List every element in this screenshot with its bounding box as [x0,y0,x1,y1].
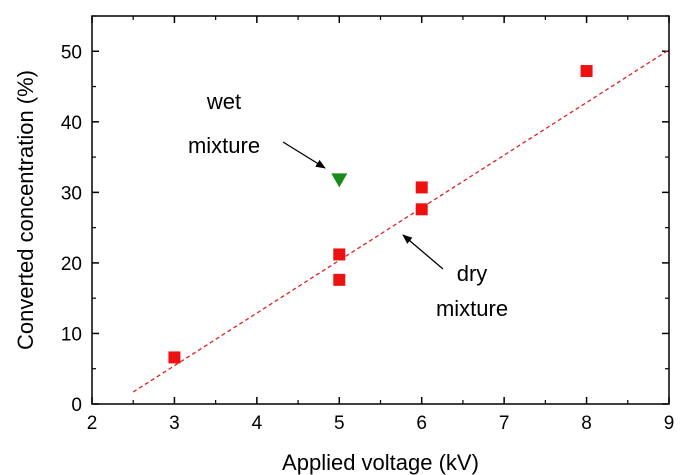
y-tick-label: 50 [61,42,82,63]
data-point-triangle [331,173,348,188]
x-tick-label: 2 [87,413,98,434]
annotation-wet-arrow [282,141,326,169]
data-point-square [168,351,181,364]
data-point-square [415,203,428,216]
annotations: wet mixture dry mixture [188,89,508,321]
data-marks [168,65,593,364]
annotation-wet-line1: wet [206,89,241,114]
y-tick-label: 0 [71,395,82,416]
x-tick-label: 5 [334,413,345,434]
annotation-wet-line2: mixture [188,133,260,158]
fit-line [132,49,670,393]
fit-line-group [132,49,670,393]
x-axis-label: Applied voltage (kV) [282,450,479,475]
x-tick-label: 4 [252,413,263,434]
y-tick-label: 20 [61,254,82,275]
data-point-square [415,181,428,194]
annotation-dry-arrow [402,234,444,270]
annotation-dry-line1: dry [457,261,488,286]
y-axis-label: Converted concentration (%) [13,70,38,350]
data-point-square [580,65,593,78]
y-tick-label: 30 [61,183,82,204]
data-point-square [333,248,346,261]
x-tick-label: 7 [499,413,510,434]
annotation-dry-line2: mixture [436,296,508,321]
y-tick-label: 40 [61,113,82,134]
x-tick-label: 9 [664,413,675,434]
axes: 2 3 4 5 6 7 8 9 0 10 20 30 40 50 [61,15,675,434]
x-tick-label: 8 [581,413,592,434]
y-tick-label: 10 [61,324,82,345]
data-point-square [333,273,346,286]
x-tick-label: 3 [169,413,180,434]
x-tick-label: 6 [416,413,427,434]
